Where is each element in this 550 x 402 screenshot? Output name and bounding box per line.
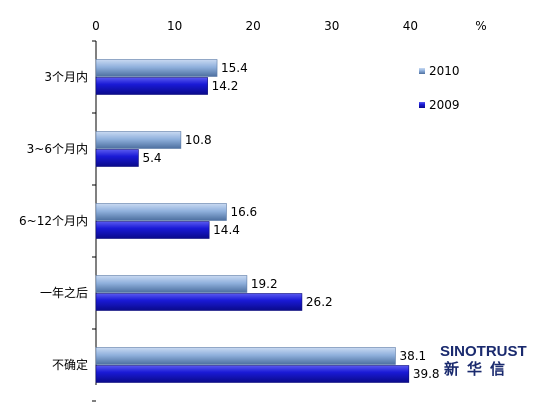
value-label-2009: 14.4 — [213, 223, 240, 237]
x-tick-label: 10 — [167, 19, 182, 33]
x-tick-label: 40 — [403, 19, 418, 33]
bar-2010 — [95, 347, 396, 365]
legend-swatch-2009 — [419, 102, 425, 108]
value-label-2010: 15.4 — [221, 61, 248, 75]
legend-item-2009: 2009 — [419, 98, 460, 112]
bar-2009 — [95, 221, 210, 239]
category-label: 3~6个月内 — [27, 142, 88, 156]
bar-2010 — [95, 131, 182, 149]
category-label: 不确定 — [52, 357, 88, 372]
category-label: 6~12个月内 — [19, 214, 88, 228]
bar-2010 — [95, 275, 248, 293]
legend-swatch-2010 — [419, 68, 425, 74]
x-tick-label: 30 — [324, 19, 339, 33]
unit-label: % — [475, 19, 486, 33]
bars — [95, 59, 410, 383]
bar-2010 — [95, 59, 218, 77]
value-label-2010: 19.2 — [251, 277, 278, 291]
legend-label-2010: 2010 — [429, 64, 460, 78]
bar-2010 — [95, 203, 227, 221]
value-label-2009: 14.2 — [212, 79, 239, 93]
bar-2009 — [95, 293, 303, 311]
bar-2009 — [95, 77, 208, 95]
category-label: 3个月内 — [44, 70, 88, 84]
legend-label-2009: 2009 — [429, 98, 460, 112]
bar-2009 — [95, 149, 139, 167]
value-label-2009: 5.4 — [142, 151, 161, 165]
brand-logo: SINOTRUST 新华信 — [440, 343, 527, 378]
x-tick-label: 20 — [246, 19, 261, 33]
value-label-2010: 38.1 — [399, 349, 426, 363]
value-label-2009: 26.2 — [306, 295, 333, 309]
legend: 2010 2009 — [419, 64, 460, 112]
bar-2009 — [95, 365, 410, 383]
x-axis-ticks: 0 10 20 30 40 — [92, 19, 418, 33]
brand-name-cn: 新华信 — [444, 360, 513, 378]
value-label-2010: 10.8 — [185, 133, 212, 147]
brand-name-en: SINOTRUST — [440, 343, 527, 360]
value-label-2010: 16.6 — [230, 205, 257, 219]
legend-item-2010: 2010 — [419, 64, 460, 78]
x-tick-label: 0 — [92, 19, 100, 33]
value-labels: 15.4 14.2 10.8 5.4 16.6 14.4 19.2 26.2 38.1 39.8 — [142, 61, 439, 381]
value-label-2009: 39.8 — [413, 367, 440, 381]
category-label: 一年之后 — [40, 286, 88, 300]
